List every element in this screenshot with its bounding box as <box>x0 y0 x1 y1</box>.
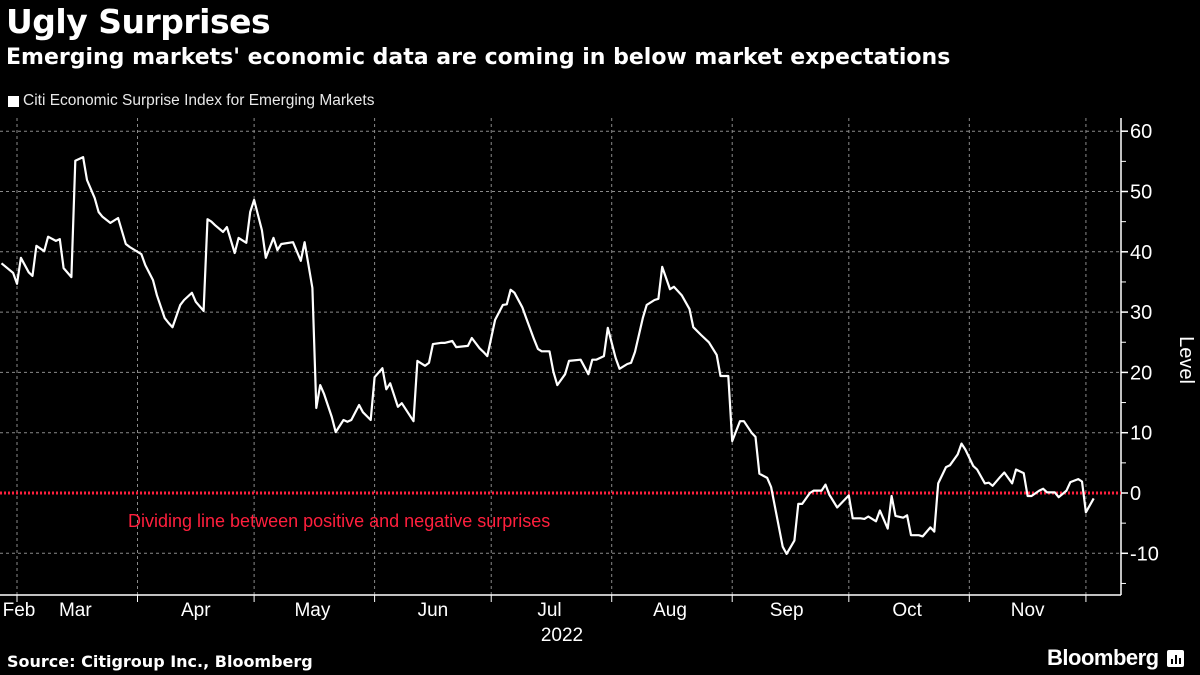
bloomberg-chart-icon <box>1166 649 1184 667</box>
y-tick-label: 60 <box>1130 121 1152 143</box>
legend-swatch <box>8 95 19 107</box>
legend-label: Citi Economic Surprise Index for Emergin… <box>23 92 375 109</box>
chart-title: Ugly Surprises <box>6 2 271 41</box>
y-tick-labels: 60 50 40 30 20 10 0 -10 <box>1130 121 1159 565</box>
y-tick-label: 40 <box>1130 242 1152 264</box>
y-axis-title: Level <box>1175 336 1197 384</box>
brand-text: Bloomberg <box>1047 645 1159 670</box>
y-tick-label: 20 <box>1130 362 1152 384</box>
x-tick-label: Jul <box>537 600 561 621</box>
gridlines <box>0 118 1121 595</box>
x-tick-label: Oct <box>892 600 922 621</box>
series-line-citi-esi-em <box>0 156 1095 556</box>
x-tick-label: Apr <box>181 600 211 621</box>
y-tick-label: 0 <box>1130 483 1141 505</box>
x-tick-label: Jun <box>418 600 449 621</box>
x-tick-label: Aug <box>653 600 687 621</box>
x-tick-label: Sep <box>770 600 804 621</box>
zero-line-annotation: Dividing line between positive and negat… <box>128 511 550 531</box>
x-tick-labels: Feb Mar Apr May Jun Jul Aug Sep Oct Nov <box>3 600 1045 621</box>
source-note: Source: Citigroup Inc., Bloomberg <box>7 652 313 671</box>
y-tick-label: 30 <box>1130 302 1152 324</box>
x-tick-label: Nov <box>1011 600 1045 621</box>
legend: Citi Economic Surprise Index for Emergin… <box>8 92 374 110</box>
x-tick-label: May <box>294 600 330 621</box>
y-tick-label: 10 <box>1130 423 1152 445</box>
y-tick-label: -10 <box>1130 543 1159 565</box>
bloomberg-logo: Bloomberg <box>1047 645 1184 671</box>
chart-subtitle: Emerging markets' economic data are comi… <box>6 45 951 70</box>
x-axis-year-label: 2022 <box>541 625 583 646</box>
x-tick-label: Mar <box>59 600 92 621</box>
axes <box>0 118 1128 602</box>
series-group <box>0 156 1095 556</box>
y-tick-label: 50 <box>1130 182 1152 204</box>
x-tick-label: Feb <box>3 600 36 621</box>
